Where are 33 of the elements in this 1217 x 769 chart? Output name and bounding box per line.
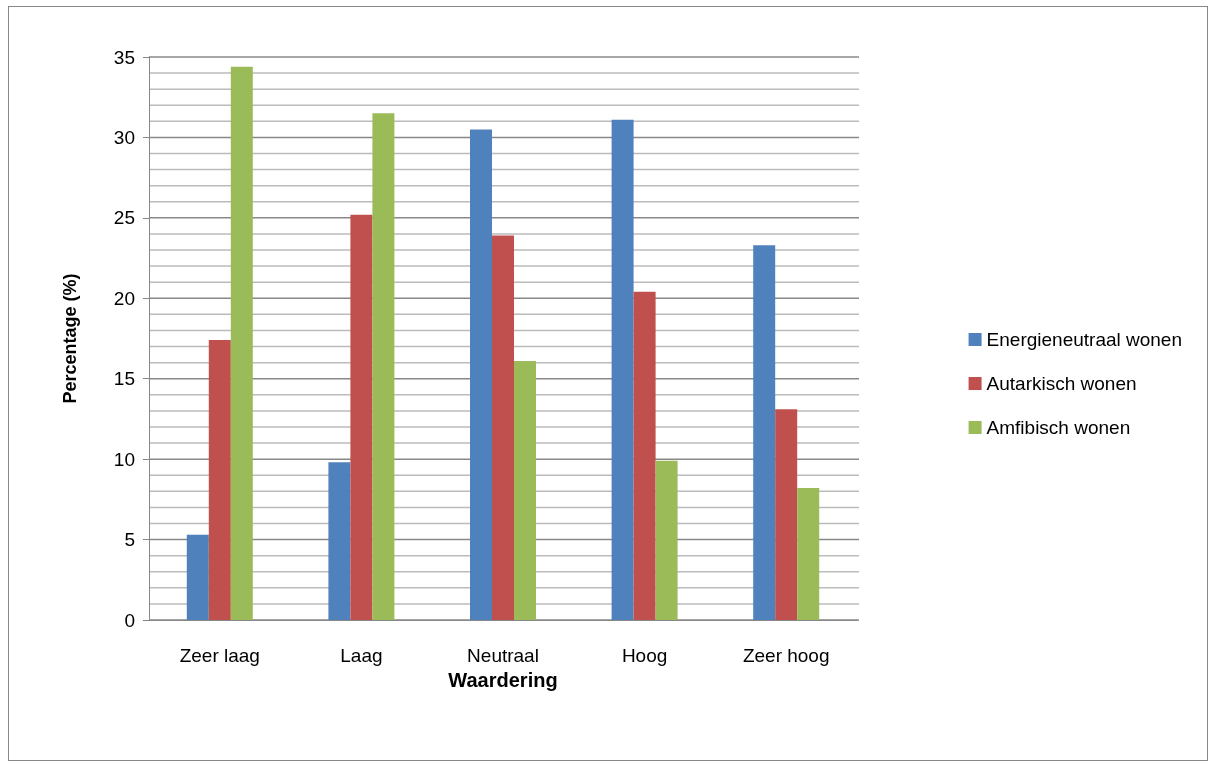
y-tick-label: 20 [113,287,135,309]
x-tick-label: Laag [340,645,383,666]
x-tick-label: Hoog [621,645,668,666]
bar [350,214,373,620]
bar [753,245,776,620]
bar [775,409,798,620]
bar [208,340,231,620]
x-tick-label: Zeer hoog [742,645,830,666]
bar [633,291,656,620]
y-tick-label: 5 [124,529,135,551]
x-tick-label: Neutraal [467,645,539,666]
y-tick-label: 30 [113,126,135,148]
y-tick-label: 35 [113,46,135,68]
y-tick-label: 10 [113,448,135,470]
legend-label: Amfibisch wonen [986,417,1131,438]
y-tick-label: 25 [113,207,135,229]
bar [372,113,395,620]
bar [186,534,209,620]
bar [230,66,253,620]
bar [470,129,492,620]
x-axis-title: Waardering [448,669,558,691]
bar [492,235,514,620]
bar [797,488,820,620]
bar [655,460,678,620]
x-tick-label: Zeer laag [179,645,260,666]
bar [514,361,536,620]
legend-label: Autarkisch wonen [986,373,1137,394]
legend-label: Energieneutraal wonen [986,329,1182,350]
bar [328,462,351,620]
y-tick-label: 0 [124,609,135,631]
bar [611,119,634,620]
y-tick-label: 15 [113,368,135,390]
y-axis-title: Percentage (%) [60,273,80,404]
